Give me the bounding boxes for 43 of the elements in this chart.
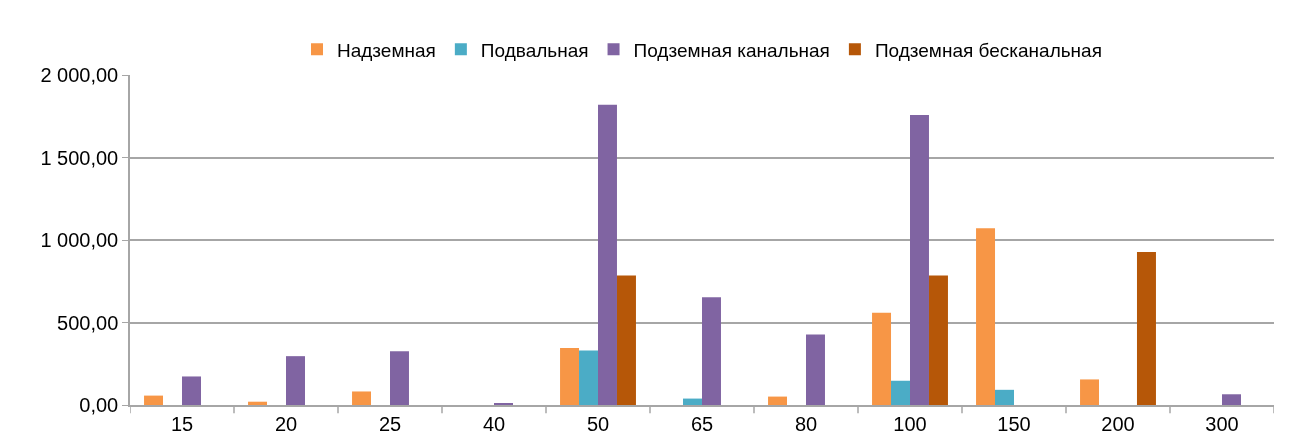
y-tick-label: 0,00 (79, 394, 119, 416)
bar (872, 312, 892, 405)
bar (768, 396, 788, 405)
bar (248, 401, 268, 405)
y-tick-label: 2 000,00 (40, 64, 119, 86)
bar (806, 334, 825, 405)
bar (144, 395, 164, 405)
bar (390, 351, 409, 405)
bar (891, 380, 910, 405)
y-tick-label: 500,00 (57, 311, 119, 334)
x-tick-label: 80 (794, 412, 818, 435)
bar (286, 356, 305, 405)
bar (910, 114, 929, 405)
x-tick-label: 150 (997, 412, 1031, 435)
x-tick-label: 65 (690, 412, 714, 435)
bar (928, 275, 948, 405)
y-tick-label: 1 000,00 (40, 229, 119, 251)
bar (1222, 394, 1241, 405)
bar (1136, 251, 1156, 405)
bar (182, 376, 201, 405)
x-tick-label: 300 (1205, 412, 1239, 435)
x-tick-label: 200 (1101, 412, 1135, 435)
bar (1080, 379, 1100, 405)
x-tick-label: 15 (170, 412, 194, 435)
bar (560, 348, 580, 405)
legend-label: Подземная канальная (633, 39, 830, 61)
legend-label: Надземная (337, 39, 436, 61)
legend-label: Подвальная (480, 39, 589, 61)
bar (598, 104, 617, 405)
bar (683, 398, 702, 405)
x-tick-label: 25 (378, 412, 402, 435)
bar (579, 350, 598, 405)
x-tick-label: 40 (482, 412, 506, 435)
bar (616, 275, 636, 405)
y-tick-label: 1 500,00 (40, 146, 119, 169)
x-tick-label: 20 (274, 412, 298, 435)
x-tick-label: 50 (586, 412, 610, 435)
bar (995, 389, 1014, 405)
x-tick-label: 100 (893, 412, 927, 435)
bar (702, 297, 721, 405)
bar (352, 391, 372, 405)
bar (976, 228, 996, 405)
legend-label: Подземная бесканальная (874, 39, 1102, 61)
